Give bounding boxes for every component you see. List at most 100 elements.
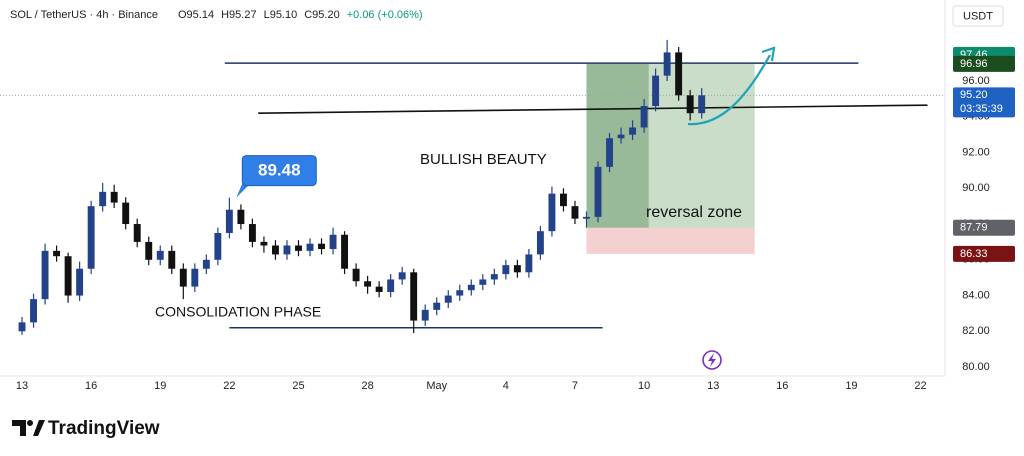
annotation: BULLISH BEAUTY [420, 151, 547, 168]
x-tick-label: 22 [223, 380, 235, 392]
candle-body [133, 224, 141, 242]
candle-body [583, 216, 590, 219]
price-flag-label: 95.20 [960, 89, 988, 101]
candle-body [652, 75, 660, 107]
candle-body [352, 268, 360, 282]
trend-line [258, 104, 928, 114]
countdown: 03:35:39 [960, 103, 1003, 115]
projection-arrowhead [761, 46, 776, 62]
candle-body [629, 127, 637, 135]
logo: TradingView [12, 418, 160, 439]
candle-body [341, 234, 349, 269]
x-tick-label: 4 [503, 380, 509, 392]
candle-body [237, 209, 245, 225]
price-flag-label: 87.79 [960, 222, 988, 234]
candle-body [548, 193, 556, 232]
candle-body [559, 193, 567, 207]
position-profit [586, 63, 755, 228]
header-value: C95.20 [304, 9, 339, 21]
candle-body [617, 134, 625, 139]
x-tick-label: 25 [292, 380, 304, 392]
candle-body [87, 206, 95, 269]
ohlc-header: O95.14 H95.27 L95.10 C95.20 +0.06 (+0.06%) [178, 9, 423, 21]
x-tick-label: 13 [707, 380, 719, 392]
logo-mark [33, 420, 45, 436]
x-tick-label: 16 [776, 380, 788, 392]
candle-body [433, 302, 441, 310]
candle-body [398, 272, 406, 280]
price-flag-label: 86.33 [960, 248, 988, 260]
candle-body [122, 202, 130, 225]
x-tick-label: 19 [154, 380, 166, 392]
candle-body [456, 290, 464, 296]
x-tick-label: 22 [914, 380, 926, 392]
x-tick-label: 16 [85, 380, 97, 392]
logo-dot [27, 420, 33, 426]
x-tick-label: 7 [572, 380, 578, 392]
candle-body [225, 209, 233, 233]
currency-box [952, 5, 1004, 27]
candle-body [444, 295, 452, 303]
price-flag [953, 245, 1015, 262]
candle-body [295, 245, 302, 251]
y-tick-label: 84.00 [962, 289, 990, 301]
candle-body [99, 191, 107, 207]
y-tick-label: 80.00 [962, 361, 990, 373]
symbol: SOL / TetherUS · 4h · Binance [10, 9, 158, 21]
candle-body [479, 279, 487, 285]
candle-body [571, 206, 579, 219]
lightning-glyph [708, 353, 716, 367]
price-flag-label: 96.96 [960, 58, 988, 70]
candle-body [387, 279, 395, 292]
price-flag [953, 55, 1015, 72]
candle-body [329, 234, 337, 250]
header-value: +0.06 (+0.06%) [347, 9, 423, 21]
candle-body [490, 274, 498, 280]
candle-body [156, 250, 164, 260]
candle-body [318, 243, 325, 250]
header-value: H95.27 [221, 9, 256, 21]
candle-body [421, 309, 429, 321]
callout-box [236, 183, 251, 198]
candle-body [18, 322, 26, 332]
candle-body [179, 268, 187, 287]
x-tick-label: 10 [638, 380, 650, 392]
annotation: CONSOLIDATION PHASE [155, 304, 321, 320]
candle-body [53, 250, 61, 257]
candle-body [502, 265, 510, 275]
currency: USDT [963, 10, 993, 22]
candle-body [191, 268, 199, 287]
y-tick-label: 90.00 [962, 182, 990, 194]
candle-body [168, 250, 176, 269]
candle-body [594, 166, 602, 217]
candle-body [214, 232, 222, 260]
candle-body [364, 281, 372, 287]
candle-body [686, 95, 694, 114]
candle-body [525, 254, 533, 273]
candle-body [410, 272, 418, 321]
price-flag [953, 219, 1015, 236]
y-tick-label: 96.00 [962, 75, 990, 87]
candle-body [606, 138, 613, 167]
candle-body [513, 265, 521, 273]
candle-body [202, 259, 210, 269]
position-loss [586, 227, 755, 254]
candle-body [41, 250, 49, 300]
header-value: O95.14 [178, 9, 214, 21]
x-tick-label: 13 [16, 380, 28, 392]
candle-body [306, 243, 314, 251]
candle-body [110, 191, 118, 203]
candle-body [76, 268, 84, 296]
projection-arrow [687, 54, 771, 126]
candle-body [271, 245, 279, 255]
callout-box [241, 155, 317, 187]
price-flag [953, 87, 1015, 118]
annotation: reversal zone [646, 204, 742, 221]
y-tick-label: 82.00 [962, 325, 990, 337]
candle-body [640, 106, 648, 128]
candle-body [283, 245, 291, 255]
header-value: L95.10 [264, 9, 298, 21]
